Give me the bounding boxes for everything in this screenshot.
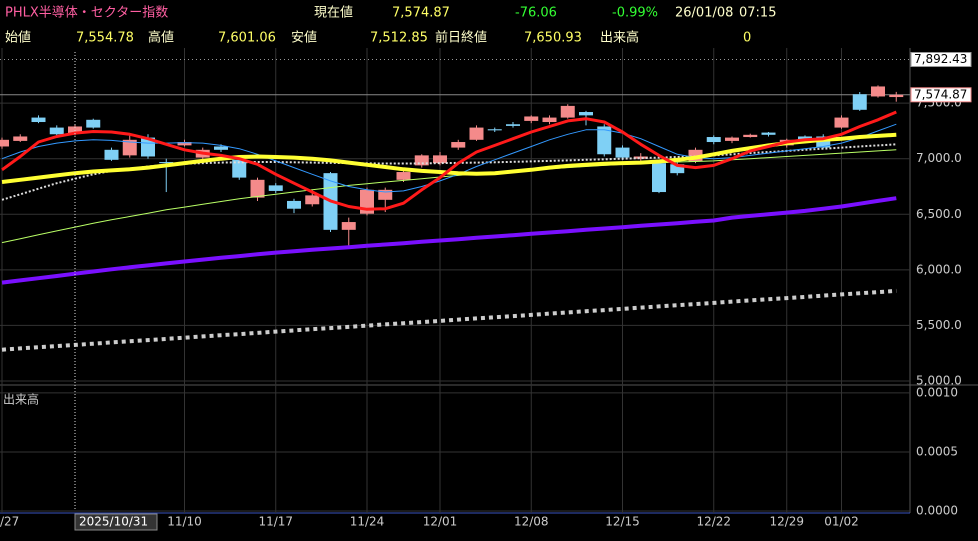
candle-body [652,163,666,193]
reference-label-box [910,52,972,68]
x-tick-label: 12/01 [423,515,458,529]
candle-body [104,149,119,160]
candle-body [816,136,831,148]
candle-body [13,136,28,141]
header-field: 7,512.85 [370,31,428,46]
candle-body [141,137,155,157]
x-tick-label: 12/29 [769,515,804,529]
y-tick-label: 0.0010 [916,385,958,399]
candle-body [31,117,46,123]
x-tick-label: 11/10 [167,515,202,529]
plot [0,52,910,511]
candle-body [706,137,721,143]
candle-body [451,142,466,148]
candle-body [524,116,539,121]
labels: 5,000.05,500.06,000.06,500.07,000.07,500… [0,52,972,531]
candle-body [305,195,320,205]
moving-average-line [1,123,897,193]
candle-body [396,172,411,180]
candle-body [798,136,812,140]
candle-body [341,222,356,230]
header-field: 高値 [148,30,174,46]
header-field: 0 [743,31,751,46]
reference-label-box [910,87,972,103]
header-field: -76.06 [515,6,557,21]
moving-average-line [1,288,897,352]
candle-body [177,142,192,146]
moving-average-line [1,132,897,184]
crosshair-label-box [74,513,158,531]
candle-body [159,162,174,164]
header-field: -0.99% [612,6,658,21]
x-tick-label: 11/17 [258,515,293,529]
candle-body [889,94,904,98]
candle-body [86,119,101,128]
candle-body [68,126,82,134]
candle-body [469,127,484,140]
candle-body [743,134,758,138]
header-field: 現在値 [314,5,353,21]
candle-body [49,127,64,135]
candle-body [670,164,685,174]
header-field: 始値 [5,30,31,46]
y-tick-label: 5,500.0 [916,318,962,332]
moving-average-line [1,110,897,211]
header-field: 7,650.93 [524,31,582,46]
moving-average-line [1,149,897,244]
candle-body [633,156,648,159]
y-tick-label: 6,000.0 [916,262,962,276]
grid [0,48,910,513]
header-field: 7,554.78 [76,31,134,46]
candle-body [287,200,301,209]
y-tick-label: 0.0005 [916,444,958,458]
x-tick-label: 12/22 [696,515,731,529]
candle-body [597,126,612,155]
header-field: 26/01/08 [675,6,733,21]
candle-body [250,179,265,198]
header-field: 07:15 [739,6,776,21]
candle-body [487,129,502,131]
y-tick-label: 6,500.0 [916,207,962,221]
volume-label: 出来高 [3,392,39,407]
candle-body [761,132,776,135]
y-tick-label: 7,000.0 [916,151,962,165]
candle-body [214,146,228,150]
candle-body [122,139,137,156]
candle-body [834,117,849,128]
candle-body [560,105,575,118]
x-tick-label: 01/02 [824,515,859,529]
candle-body [414,155,429,166]
x-tick-label: 11/24 [350,515,385,529]
candle-body [268,185,283,191]
candle-body [542,117,557,123]
header-field: 7,574.87 [392,6,450,21]
candle-body [0,139,9,147]
candle-body [506,124,520,126]
header-field: 7,601.06 [218,31,276,46]
candle-body [725,137,739,141]
x-tick-label: 12/08 [514,515,549,529]
x-tick-label: 12/15 [605,515,640,529]
candle-body [433,155,447,164]
crosshair-label: 2025/10/31 [79,515,148,529]
candle-body [852,94,867,110]
moving-average-line [1,196,897,285]
candle-body [232,159,247,178]
reference-label: 7,574.87 [914,87,967,101]
header-field: 出来高 [600,30,639,46]
y-tick-label: 5,000.0 [916,374,962,388]
candle-body [871,86,885,97]
candle-body [378,189,393,200]
header-field: 前日終値 [435,30,487,46]
candle-body [615,147,630,158]
candle-body [579,112,593,116]
reference-label: 7,892.43 [914,52,967,66]
title: PHLX半導体・セクター指数 [5,6,168,21]
x-tick-label: /27 [0,515,19,529]
header-field: 安値 [291,30,317,46]
header: 現在値 7,574.87 -76.06 -0.99% 26/01/08 07:15 始値 7,… [5,5,776,46]
y-tick-label: 0.0000 [916,504,958,518]
